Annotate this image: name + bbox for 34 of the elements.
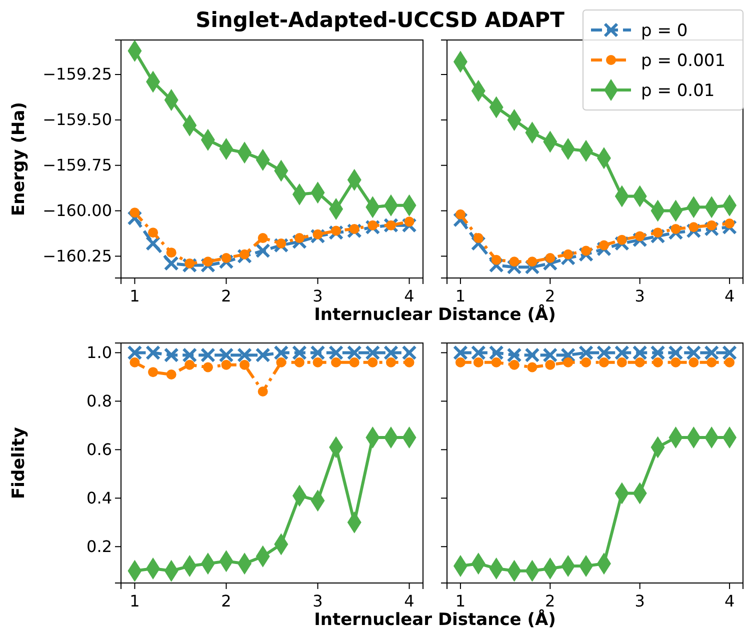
x-tick-label: 1 bbox=[455, 286, 466, 306]
legend-label: p = 0 bbox=[641, 20, 688, 41]
y-axis-title: Energy (Ha) bbox=[9, 102, 29, 216]
x-tick-label: 1 bbox=[130, 286, 140, 306]
x-tick-label: 4 bbox=[404, 286, 414, 306]
x-tick-label: 3 bbox=[312, 591, 323, 610]
y-axis-title: Fidelity bbox=[9, 426, 29, 500]
x-tick-label: 2 bbox=[221, 591, 232, 610]
y-tick-label: 1.0 bbox=[86, 342, 112, 362]
x-tick-label: 1 bbox=[455, 591, 466, 610]
legend-label: p = 0.001 bbox=[641, 50, 726, 71]
x-axis-title: Internuclear Distance (Å) bbox=[314, 609, 556, 629]
y-tick-label: −159.50 bbox=[42, 110, 112, 130]
y-tick-label: −160.25 bbox=[42, 246, 112, 266]
y-tick-label: 0.8 bbox=[86, 391, 112, 410]
legend-label: p = 0.01 bbox=[641, 80, 715, 101]
x-tick-label: 2 bbox=[545, 286, 556, 306]
y-tick-label: −159.75 bbox=[42, 155, 112, 174]
y-tick-label: −159.25 bbox=[42, 64, 112, 84]
y-tick-label: 0.6 bbox=[86, 440, 112, 459]
x-tick-label: 4 bbox=[404, 591, 414, 610]
x-tick-label: 1 bbox=[130, 591, 140, 610]
x-tick-label: 2 bbox=[221, 286, 232, 306]
x-tick-label: 4 bbox=[724, 591, 735, 610]
x-tick-label: 3 bbox=[634, 591, 645, 610]
chart-title: Singlet-Adapted-UCCSD ADAPT bbox=[196, 8, 566, 32]
x-tick-label: 3 bbox=[634, 286, 645, 306]
y-tick-label: −160.00 bbox=[42, 200, 112, 220]
y-tick-label: 0.4 bbox=[86, 488, 112, 508]
y-tick-label: 0.2 bbox=[86, 536, 112, 556]
x-tick-label: 2 bbox=[545, 591, 556, 610]
x-tick-label: 4 bbox=[724, 286, 735, 306]
x-tick-label: 3 bbox=[312, 286, 323, 306]
x-axis-title: Internuclear Distance (Å) bbox=[314, 304, 556, 325]
